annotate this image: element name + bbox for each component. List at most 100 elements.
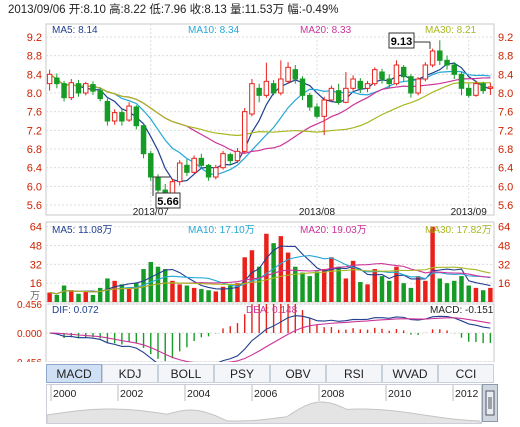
volume-bar [177, 284, 182, 302]
high-value: 8.22 [123, 4, 147, 16]
candle [444, 55, 450, 70]
timeline-year-label: 2002 [120, 388, 144, 400]
price-tick-left: 7.6 [27, 107, 42, 119]
candle [372, 67, 378, 86]
tab-boll[interactable]: BOLL [158, 364, 214, 383]
candle [46, 69, 53, 91]
candle [126, 102, 132, 122]
price-ma-label: MA30: 8.21 [425, 25, 477, 36]
candle [437, 40, 443, 65]
low-value: 7.96 [164, 4, 187, 16]
volume-bar [473, 287, 479, 302]
candle-body [307, 94, 313, 108]
date-label: 2013/08 [299, 207, 336, 218]
tab-kdj[interactable]: KDJ [102, 364, 158, 383]
candle-body [372, 69, 378, 85]
volume-bar [134, 283, 139, 302]
price-tick-right: 8.0 [498, 88, 513, 100]
candle-body [155, 176, 161, 191]
candle-body [61, 83, 67, 99]
dif-line [49, 315, 491, 362]
candle-body [437, 50, 443, 61]
tab-wvad[interactable]: WVAD [382, 364, 438, 383]
candle-body [415, 78, 421, 94]
tab-obv[interactable]: OBV [270, 364, 326, 383]
candle [270, 79, 277, 96]
candle [343, 72, 349, 104]
candle [379, 68, 385, 84]
candle [480, 81, 486, 94]
dif-label: DIF: 0.072 [52, 305, 99, 316]
timeline-year-label: 2012 [455, 388, 479, 400]
volume-bar [54, 294, 60, 302]
volume-ma-line [49, 245, 491, 295]
candle-body [241, 111, 248, 152]
price-frame [45, 23, 495, 216]
candle-body [263, 80, 270, 96]
volume-moving-averages [49, 245, 491, 295]
volume-bar [191, 287, 197, 302]
candle-body [83, 83, 89, 94]
indicator-tabs: MACD KDJ BOLL PSY OBV RSI WVAD CCI [46, 364, 494, 383]
stock-chart[interactable]: 9.2 9.2 8.8 8.8 8.4 8.4 8.0 8.0 7.6 7.6 7.2 7.2 6.8 6… [0, 0, 520, 362]
timeline-year-label: 2006 [254, 388, 278, 400]
volume-bar [249, 250, 255, 302]
volume-bar [480, 290, 486, 302]
timeline-navigator[interactable]: 2000 2002 2004 2006 2008 2010 2012 [46, 384, 482, 424]
volume-bar [415, 276, 421, 302]
timeline-year-label: 2004 [187, 388, 211, 400]
volume-tick-left: 16 [30, 278, 42, 290]
candle [408, 74, 414, 98]
price-tick-right: 8.4 [498, 69, 513, 81]
tab-rsi[interactable]: RSI [326, 364, 382, 383]
price-tick-left: 9.2 [27, 32, 42, 44]
tab-macd[interactable]: MACD [46, 364, 102, 383]
volume-bar [61, 285, 67, 302]
candle-body [458, 73, 465, 89]
dea-line [49, 317, 491, 362]
volume-bar [336, 266, 341, 302]
candle-body [191, 157, 197, 173]
volume-bar [466, 285, 471, 302]
candle-body [148, 153, 154, 178]
candle [328, 85, 335, 103]
candle-body [444, 59, 450, 66]
volume-ma-line [49, 266, 491, 295]
price-tick-left: 7.2 [27, 125, 42, 137]
volume-label: 量: [229, 4, 245, 16]
candle-body [126, 105, 132, 121]
open-value: 8.10 [83, 4, 106, 16]
candle-body [393, 64, 400, 85]
volume-bar [423, 280, 428, 302]
volume-ma-label: MA30: 17.82万 [425, 225, 492, 236]
candle [458, 72, 465, 96]
volume-value: 11.53万 [244, 4, 285, 16]
candle-body [278, 78, 284, 94]
macd-histogram [56, 304, 492, 362]
volume-bar [343, 278, 349, 302]
candle-body [97, 90, 103, 100]
date-label: 2013/07 [133, 207, 170, 218]
price-tick-left: 8.4 [27, 69, 42, 81]
volume-ma-legend: MA5: 11.08万 MA10: 17.10万 MA20: 19.03万 MA30:… [52, 225, 492, 236]
candle [299, 76, 306, 100]
candle [176, 160, 183, 186]
candle [321, 96, 327, 135]
volume-bar [213, 291, 219, 302]
candle [393, 60, 400, 86]
volume-bar [83, 291, 88, 302]
volume-axis: 64 64 48 48 32 32 16 16 [30, 222, 511, 290]
tab-cci[interactable]: CCI [438, 364, 494, 383]
quote-summary: 2013/09/06 开:8.10 高:8.22 低:7.96 收:8.13 量… [8, 1, 338, 17]
candle-body [227, 154, 233, 162]
candle-body [400, 66, 407, 78]
volume-bar [264, 233, 269, 302]
macd-axis: 0.456 0.000 -0.456 [14, 300, 43, 362]
candle [364, 80, 371, 93]
volume-bar [162, 269, 168, 302]
price-ma-label: MA10: 8.34 [188, 25, 240, 36]
candle-body [487, 86, 494, 89]
timeline-range-handle[interactable] [482, 384, 498, 422]
tab-psy[interactable]: PSY [214, 364, 270, 383]
candle-body [321, 99, 327, 117]
